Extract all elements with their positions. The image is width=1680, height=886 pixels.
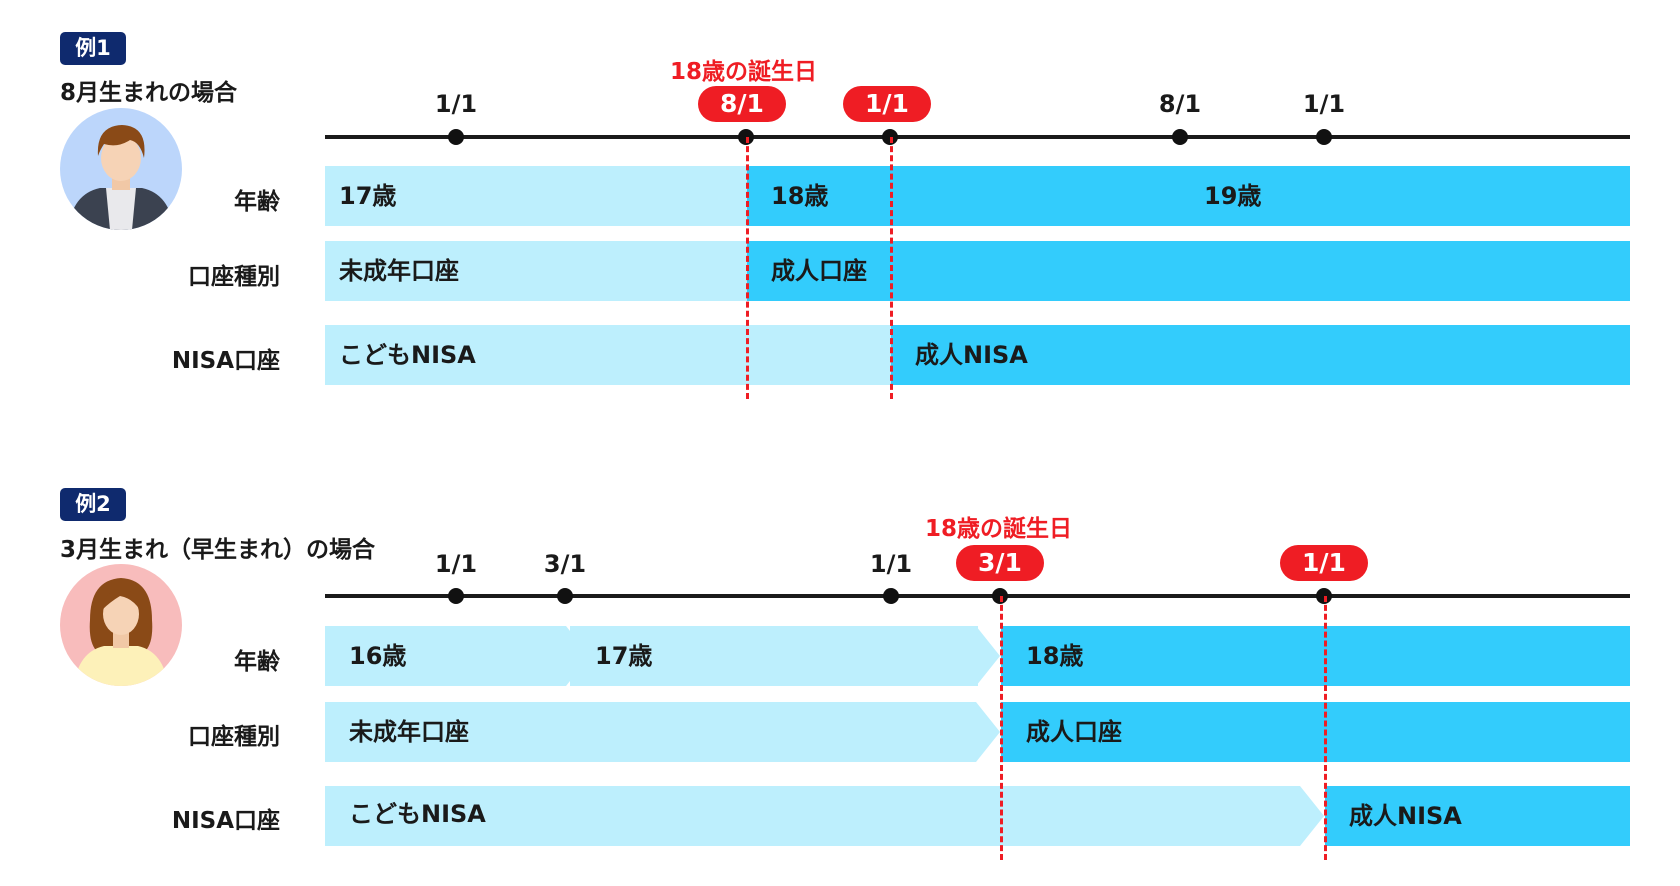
example2-label-age: 年齢 xyxy=(234,649,280,675)
example2-label-account: 口座種別 xyxy=(188,724,280,750)
example2-age-18-label: 18歳 xyxy=(1026,642,1084,670)
example1-tick-5: 1/1 xyxy=(1302,90,1346,118)
example2-age-16-bar xyxy=(325,626,566,686)
example2-junior-nisa-bar xyxy=(325,786,1300,846)
example2-highlight-birthday: 3/1 xyxy=(956,545,1044,581)
example2-adult-nisa-label: 成人NISA xyxy=(1349,802,1462,830)
example1-age-17-label: 17歳 xyxy=(339,182,397,210)
example1-minor-account-label: 未成年口座 xyxy=(339,257,459,285)
example2-tick-1: 1/1 xyxy=(434,550,478,578)
example1-highlight-birthday: 8/1 xyxy=(698,86,786,122)
example1-age-18-bar xyxy=(747,166,1180,226)
example2-timeline-axis xyxy=(325,594,1630,598)
example1-arrow xyxy=(722,166,746,226)
example2-tick-3: 1/1 xyxy=(869,550,913,578)
example2-junior-nisa-label: こどもNISA xyxy=(349,800,486,828)
example2-age-16-label: 16歳 xyxy=(349,642,407,670)
example2-arrow xyxy=(976,702,1000,762)
example2-age-18-bar xyxy=(1001,626,1630,686)
example2-minor-account-label: 未成年口座 xyxy=(349,718,469,746)
example2-newyear-line xyxy=(1324,596,1327,860)
example2-birthday-line xyxy=(1000,596,1003,860)
example1-dot xyxy=(448,129,464,145)
example2-label-nisa: NISA口座 xyxy=(171,808,280,834)
example1-adult-account-bar xyxy=(747,241,1630,301)
example2-tag: 例2 xyxy=(60,488,126,521)
example1-tick-1: 1/1 xyxy=(434,90,478,118)
example2-minor-account-bar xyxy=(325,702,976,762)
example2-dot xyxy=(557,588,573,604)
example1-age-18-label: 18歳 xyxy=(771,182,829,210)
example1-label-nisa: NISA口座 xyxy=(171,348,280,374)
example1-arrow xyxy=(866,325,890,385)
example1-highlight-newyear: 1/1 xyxy=(843,86,931,122)
female-avatar-icon xyxy=(60,564,182,686)
example1-junior-nisa-bar xyxy=(325,325,891,385)
example2-highlight-newyear: 1/1 xyxy=(1280,545,1368,581)
example1-subtitle: 8月生まれの場合 xyxy=(60,80,238,106)
example1-dot xyxy=(1172,129,1188,145)
example1-adult-nisa-label: 成人NISA xyxy=(915,341,1028,369)
example1-tick-4: 8/1 xyxy=(1158,90,1202,118)
example2-adult-account-label: 成人口座 xyxy=(1026,718,1122,746)
example1-dot xyxy=(1316,129,1332,145)
example1-age-19-bar xyxy=(1180,166,1630,226)
example2-arrow xyxy=(1300,786,1324,846)
example1-tag: 例1 xyxy=(60,32,126,65)
example2-adult-account-bar xyxy=(1001,702,1630,762)
example2-adult-nisa-bar xyxy=(1325,786,1630,846)
example1-birthday-label: 18歳の誕生日 xyxy=(670,59,818,85)
example1-adult-account-label: 成人口座 xyxy=(771,257,867,285)
example1-newyear-line xyxy=(890,137,893,399)
example2-subtitle: 3月生まれ（早生まれ）の場合 xyxy=(60,537,376,563)
example2-arrow xyxy=(976,626,1000,686)
example1-adult-nisa-bar xyxy=(891,325,1630,385)
example1-arrow xyxy=(1155,166,1179,226)
example1-label-account: 口座種別 xyxy=(188,264,280,290)
example2-age-17-bar xyxy=(570,626,978,686)
example1-birthday-line xyxy=(746,137,749,399)
example2-age-17-label: 17歳 xyxy=(595,642,653,670)
example1-age-19-label: 19歳 xyxy=(1204,182,1262,210)
example2-birthday-label: 18歳の誕生日 xyxy=(925,516,1073,542)
example1-age-17-bar xyxy=(325,166,747,226)
male-avatar-icon xyxy=(60,108,182,230)
example1-label-age: 年齢 xyxy=(234,189,280,215)
example1-arrow xyxy=(722,241,746,301)
example2-tick-2: 3/1 xyxy=(543,550,587,578)
example2-dot xyxy=(883,588,899,604)
example2-dot xyxy=(448,588,464,604)
example1-minor-account-bar xyxy=(325,241,747,301)
example1-junior-nisa-label: こどもNISA xyxy=(339,341,476,369)
example1-timeline-axis xyxy=(325,135,1630,139)
